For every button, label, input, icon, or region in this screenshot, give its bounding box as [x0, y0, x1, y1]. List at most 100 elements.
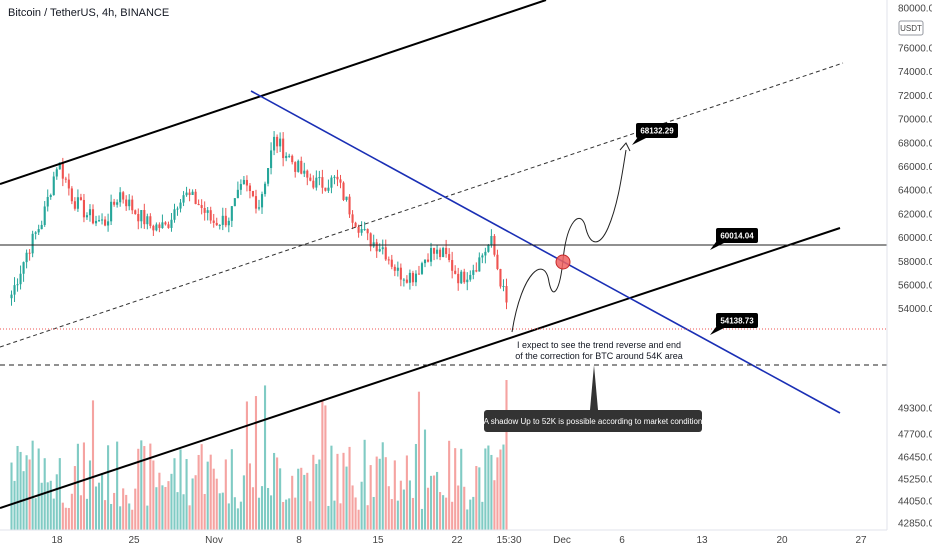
volume-bar — [303, 474, 306, 530]
volume-bar — [366, 505, 369, 530]
candle-body — [303, 170, 306, 174]
volume-bar — [52, 498, 55, 530]
candle-body — [134, 210, 137, 215]
candle-body — [128, 199, 131, 207]
candle-body — [288, 155, 291, 157]
volume-bar — [475, 466, 478, 530]
volume-bar — [436, 471, 439, 530]
y-tick-label: 62000.00 — [898, 209, 932, 220]
y-tick-label: 64000.00 — [898, 186, 932, 197]
volume-bar — [282, 501, 285, 530]
candle-body — [215, 222, 218, 226]
candle-body — [16, 284, 19, 286]
candle-body — [161, 222, 164, 229]
volume-bar — [194, 475, 197, 530]
volume-bar — [402, 489, 405, 530]
shadow-box-text: A shadow Up to 52K is possible according… — [484, 417, 703, 426]
candle-body — [360, 229, 363, 233]
callout-box — [716, 313, 758, 328]
callout-pointer — [710, 327, 726, 335]
volume-bar — [260, 486, 264, 530]
volume-bar — [396, 500, 399, 530]
candle-body — [257, 207, 261, 209]
volume-bar — [97, 482, 101, 530]
candle-body — [363, 229, 366, 231]
volume-bar — [116, 441, 119, 530]
candle-body — [94, 220, 98, 224]
projected-path — [511, 149, 627, 333]
x-tick-label: 25 — [128, 535, 140, 546]
volume-bar — [502, 444, 505, 530]
candle-body — [52, 176, 55, 196]
volume-bar — [369, 465, 372, 530]
candle-body — [224, 215, 227, 226]
x-tick-label: 18 — [51, 535, 63, 546]
volume-bar — [429, 475, 433, 530]
callout-box — [716, 228, 758, 243]
volume-bar — [58, 458, 61, 530]
candle-body — [146, 216, 149, 225]
volume-bar — [128, 503, 131, 530]
volume-bar — [276, 457, 279, 530]
volume-bar — [107, 445, 110, 530]
candle-body — [454, 270, 457, 274]
volume-bar — [339, 503, 342, 530]
volume-bar — [173, 458, 176, 530]
volume-bar — [215, 478, 218, 530]
candle-body — [357, 226, 360, 233]
volume-bar — [493, 480, 496, 530]
candle-body — [387, 259, 390, 261]
candle-body — [408, 272, 411, 283]
volume-bar — [375, 456, 378, 530]
note-line: I expect to see the trend reverse and en… — [517, 340, 681, 350]
candle-body — [330, 177, 333, 188]
y-tick-label: 72000.00 — [898, 91, 932, 102]
candle-body — [342, 182, 345, 200]
volume-bar — [146, 505, 149, 530]
candle-body — [167, 224, 170, 228]
volume-bar — [466, 509, 469, 530]
candle-body — [315, 177, 318, 188]
volume-bar — [34, 498, 37, 530]
volume-bar — [263, 385, 267, 530]
candle-body — [496, 254, 499, 269]
x-tick-label: 20 — [776, 535, 788, 546]
candle-body — [333, 176, 336, 178]
candle-body — [375, 242, 378, 252]
candle-body — [306, 170, 309, 178]
candle-body — [505, 286, 508, 303]
candle-body — [85, 215, 89, 218]
y-tick-label: 49300.00 — [898, 404, 932, 415]
candle-body — [152, 225, 155, 231]
note-line: of the correction for BTC around 54K are… — [515, 351, 683, 361]
candle-body — [67, 179, 70, 189]
volume-bar — [448, 440, 451, 530]
volume-bar — [460, 448, 463, 530]
volume-bar — [49, 480, 52, 530]
volume-bar — [390, 499, 393, 530]
candle-body — [227, 220, 230, 226]
projection-arrowhead — [619, 142, 631, 152]
volume-bar — [64, 507, 67, 530]
y-tick-label: 58000.00 — [898, 257, 932, 268]
volume-bar — [360, 481, 363, 530]
volume-bar — [484, 448, 487, 530]
candle-body — [64, 178, 67, 180]
candle-body — [25, 252, 28, 263]
candle-body — [137, 214, 140, 222]
candle-body — [191, 191, 194, 195]
volume-bar — [61, 502, 64, 530]
x-tick-label: 22 — [451, 535, 463, 546]
candle-body — [170, 219, 173, 228]
currency-badge[interactable]: USDT — [898, 20, 924, 36]
volume-bar — [288, 498, 291, 530]
candle-body — [270, 150, 273, 169]
volume-bar — [122, 488, 125, 530]
candle-body — [345, 196, 348, 200]
volume-bar — [182, 494, 185, 530]
candle-body — [312, 180, 315, 188]
candle-body — [457, 273, 460, 284]
callout-text: 60014.04 — [720, 232, 754, 241]
x-tick-label: 8 — [296, 535, 302, 546]
